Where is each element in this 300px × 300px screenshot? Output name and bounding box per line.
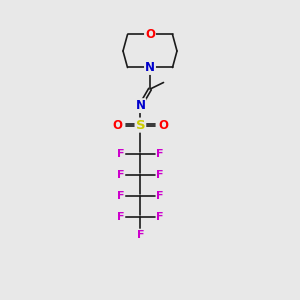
Text: N: N [145,61,155,74]
Text: F: F [156,190,164,201]
Text: F: F [117,148,124,159]
Text: F: F [156,169,164,180]
Text: F: F [136,230,144,240]
Text: O: O [145,28,155,41]
Text: O: O [112,118,122,132]
Text: F: F [117,212,124,222]
Text: S: S [136,118,145,132]
Text: O: O [158,118,169,132]
Text: N: N [135,99,146,112]
Text: F: F [117,190,124,201]
Text: F: F [117,169,124,180]
Text: F: F [156,212,164,222]
Text: F: F [156,148,164,159]
